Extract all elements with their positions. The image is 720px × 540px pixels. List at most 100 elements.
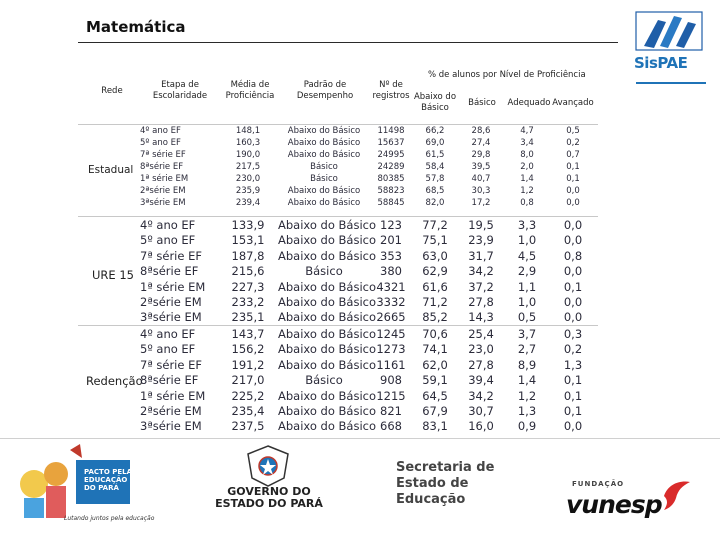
cell-registros: 58845	[377, 198, 405, 208]
cell-etapa: 4º ano EF	[140, 327, 196, 341]
cell-adequado: 0,5	[517, 310, 537, 325]
column-padrao: Abaixo do Básico Abaixo do Básico Abaixo d…	[278, 218, 377, 326]
cell-registros: 1245	[376, 327, 406, 341]
cell-adequado: 3,4	[520, 138, 534, 148]
cell-padrao: Abaixo do Básico	[287, 126, 361, 136]
cell-adequado: 0,9	[517, 419, 537, 434]
cell-avancado: 0,0	[563, 218, 583, 232]
cell-abaixo: 69,0	[425, 138, 445, 148]
column-etapa: 4º ano EF 5º ano EF 7ª série EF 8ªsérie EF 1…	[140, 327, 220, 435]
cell-adequado: 8,9	[517, 357, 537, 372]
column-media: 148,1 160,3 190,0 217,5 230,0 235,9 239,4	[218, 125, 278, 209]
group-divider	[78, 216, 598, 217]
cell-avancado: 0,5	[566, 126, 580, 136]
cell-media: 235,4	[231, 403, 265, 418]
column-adequado: 3,7 2,7 8,9 1,4 1,2 1,3 0,9	[504, 327, 550, 435]
cell-avancado: 0,0	[563, 294, 583, 309]
cell-basico: 27,8	[468, 294, 494, 309]
cell-media: 143,7	[231, 327, 265, 341]
cell-basico: 25,4	[468, 327, 494, 341]
cell-etapa: 2ªsérie EM	[140, 403, 202, 418]
cell-padrao: Abaixo do Básico	[278, 342, 377, 357]
cell-abaixo: 67,9	[422, 403, 448, 418]
cell-adequado: 2,9	[517, 264, 537, 279]
cell-avancado: 0,7	[566, 150, 580, 160]
cell-registros: 353	[380, 248, 402, 263]
governo-text: GOVERNO DO ESTADO DO PARÁ	[215, 485, 323, 510]
cell-etapa: 3ªsérie EM	[140, 419, 202, 434]
cell-registros: 821	[380, 403, 402, 418]
header-padrao: Padrão de Desempenho	[296, 80, 354, 101]
cell-registros: 668	[380, 419, 402, 434]
cell-padrao: Abaixo do Básico	[278, 218, 377, 232]
cell-etapa: 7ª série EF	[140, 150, 186, 160]
cell-media: 215,6	[231, 264, 265, 279]
cell-padrao: Abaixo do Básico	[278, 419, 377, 434]
cell-avancado: 0,8	[563, 248, 583, 263]
rede-label-estadual: Estadual	[88, 164, 134, 176]
cell-padrao: Abaixo do Básico	[278, 327, 377, 341]
column-adequado: 4,7 3,4 8,0 2,0 1,4 1,2 0,8	[504, 125, 550, 209]
cell-abaixo: 75,1	[422, 233, 448, 248]
cell-padrao: Abaixo do Básico	[278, 233, 377, 248]
cell-adequado: 8,0	[520, 150, 534, 160]
cell-registros: 1273	[376, 342, 406, 357]
cell-abaixo: 74,1	[422, 342, 448, 357]
cell-adequado: 2,7	[517, 342, 537, 357]
cell-adequado: 3,3	[517, 218, 537, 232]
cell-padrao: Abaixo do Básico	[278, 403, 377, 418]
header-percent-group: % de alunos por Nível de Proficiência	[428, 70, 586, 80]
cell-etapa: 3ªsérie EM	[140, 198, 186, 208]
column-registros: 1245 1273 1161 908 1215 821 668	[368, 327, 414, 435]
header-rede: Rede	[101, 86, 123, 96]
title-divider	[78, 42, 618, 43]
cell-avancado: 0,0	[563, 419, 583, 434]
column-avancado: 0,0 0,0 0,8 0,0 0,1 0,0 0,0	[550, 218, 596, 326]
cell-padrao: Abaixo do Básico	[287, 186, 361, 196]
cell-basico: 27,4	[471, 138, 491, 148]
cell-padrao: Abaixo do Básico	[278, 310, 377, 325]
cell-avancado: 0,2	[566, 138, 580, 148]
cell-basico: 39,4	[468, 373, 494, 388]
cell-adequado: 0,8	[520, 198, 534, 208]
cell-basico: 27,8	[468, 357, 494, 372]
cell-etapa: 5º ano EF	[140, 342, 196, 357]
cell-avancado: 0,0	[566, 186, 580, 196]
cell-avancado: 0,0	[563, 264, 583, 279]
cell-basico: 23,0	[468, 342, 494, 357]
cell-etapa: 5º ano EF	[140, 138, 181, 148]
cell-basico: 34,2	[468, 264, 494, 279]
cell-avancado: 0,1	[563, 388, 583, 403]
cell-basico: 17,2	[471, 198, 491, 208]
cell-padrao: Básico	[305, 264, 343, 279]
cell-avancado: 0,0	[563, 310, 583, 325]
column-adequado: 3,3 1,0 4,5 2,9 1,1 1,0 0,5	[504, 218, 550, 326]
cell-abaixo: 61,5	[425, 150, 445, 160]
cell-media: 237,5	[231, 419, 265, 434]
cell-media: 187,8	[231, 248, 265, 263]
cell-media: 227,3	[231, 279, 265, 294]
cell-media: 153,1	[231, 233, 265, 248]
cell-abaixo: 68,5	[425, 186, 445, 196]
cell-adequado: 1,4	[520, 174, 534, 184]
sispae-logo	[635, 11, 706, 84]
cell-etapa: 8ªsérie EF	[140, 373, 199, 388]
column-abaixo: 77,2 75,1 63,0 62,9 61,6 71,2 85,2	[412, 218, 458, 326]
column-padrao: Abaixo do Básico Abaixo do Básico Abaixo d…	[278, 327, 377, 435]
pacto-tagline: Lutando juntos pela educação	[64, 515, 155, 522]
cell-media: 191,2	[231, 357, 265, 372]
cell-abaixo: 77,2	[422, 218, 448, 232]
column-abaixo: 66,2 69,0 61,5 58,4 57,8 68,5 82,0	[412, 125, 458, 209]
cell-media: 235,9	[235, 186, 261, 196]
cell-abaixo: 85,2	[422, 310, 448, 325]
cell-basico: 30,3	[471, 186, 491, 196]
column-basico: 28,6 27,4 29,8 39,5 40,7 30,3 17,2	[458, 125, 504, 209]
cell-registros: 4321	[376, 279, 406, 294]
cell-avancado: 0,1	[563, 279, 583, 294]
para-coat-of-arms-icon	[247, 445, 289, 487]
secretaria-text: Secretaria de Estado de Educação	[396, 460, 495, 507]
cell-media: 148,1	[235, 126, 261, 136]
cell-etapa: 5º ano EF	[140, 233, 196, 248]
cell-basico: 40,7	[471, 174, 491, 184]
header-media: Média de Proficiência	[225, 80, 275, 101]
